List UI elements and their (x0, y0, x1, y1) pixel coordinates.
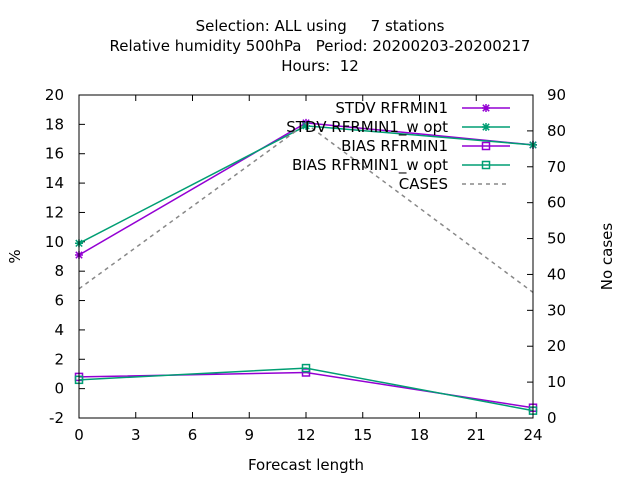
chart-title-line-2: Relative humidity 500hPa Period: 2020020… (109, 37, 531, 55)
y-tick-label: 14 (45, 174, 64, 192)
legend-label: BIAS RFRMIN1_w opt (292, 156, 448, 175)
series-line (78, 122, 534, 293)
y2-tick-label: 30 (547, 301, 566, 319)
axes-layer: 0 3 6 9 12 15 18 21 24-2024681012141618200102030… (45, 86, 566, 444)
y-tick-label: 4 (54, 321, 64, 339)
series-1 (75, 121, 537, 248)
x-tick-label: 0 (74, 426, 84, 444)
legend-entry-1: STDV RFRMIN1_w opt (286, 118, 510, 137)
data-point (301, 363, 311, 373)
y2-tick-label: 80 (547, 122, 566, 140)
series-line (78, 371, 534, 409)
y-tick-label: 8 (54, 262, 64, 280)
y2-tick-label: 20 (547, 337, 566, 355)
x-tick-label: 21 (467, 426, 486, 444)
legend-marker (481, 141, 491, 151)
y2-tick-label: 0 (547, 409, 557, 427)
x-tick-label: 3 (131, 426, 141, 444)
y-tick-label: 12 (45, 203, 64, 221)
series-4 (78, 122, 534, 293)
x-tick-label: 15 (353, 426, 372, 444)
series-line (78, 367, 534, 412)
y-tick-label: 18 (45, 115, 64, 133)
legend-marker (482, 123, 490, 131)
x-tick-label: 12 (296, 426, 315, 444)
series-2 (74, 368, 538, 412)
y-tick-label: 10 (45, 233, 64, 251)
x-tick-label: 24 (523, 426, 542, 444)
y-tick-label: 6 (54, 292, 64, 310)
legend-label: STDV RFRMIN1 (335, 99, 448, 117)
y-tick-label: 20 (45, 86, 64, 104)
y2-tick-label: 60 (547, 194, 566, 212)
y-tick-label: 2 (54, 350, 64, 368)
y2-tick-label: 40 (547, 265, 566, 283)
legend-entry-4: CASES (399, 175, 510, 193)
legend-entry-3: BIAS RFRMIN1_w opt (292, 156, 510, 175)
legend-entry-0: STDV RFRMIN1 (335, 99, 510, 117)
x-tick-label: 18 (410, 426, 429, 444)
x-tick-label: 9 (244, 426, 254, 444)
plot-frame (78, 94, 534, 419)
y2-tick-label: 50 (547, 230, 566, 248)
y-tick-label: 16 (45, 145, 64, 163)
x-tick-label: 6 (188, 426, 198, 444)
legend-marker (481, 160, 491, 170)
series-3 (74, 363, 538, 415)
y2-tick-label: 10 (547, 373, 566, 391)
series-line (78, 122, 534, 256)
y2-axis-label: No cases (598, 223, 616, 291)
y2-tick-label: 90 (547, 86, 566, 104)
y2-tick-label: 70 (547, 158, 566, 176)
x-axis-label: Forecast length (248, 456, 364, 474)
data-point (302, 121, 310, 130)
legend-entry-2: BIAS RFRMIN1 (341, 137, 510, 155)
legend-label: STDV RFRMIN1_w opt (286, 118, 448, 137)
legend-label: CASES (399, 175, 448, 193)
chart-title-line-1: Selection: ALL using 7 stations (195, 17, 445, 35)
y-axis-label: % (6, 249, 24, 263)
data-point (301, 368, 311, 377)
legend-label: BIAS RFRMIN1 (341, 137, 448, 155)
chart-title-line-3: Hours: 12 (281, 57, 359, 75)
y-tick-label: -2 (49, 409, 64, 427)
legend-marker (482, 104, 490, 112)
y-tick-label: 0 (54, 380, 64, 398)
